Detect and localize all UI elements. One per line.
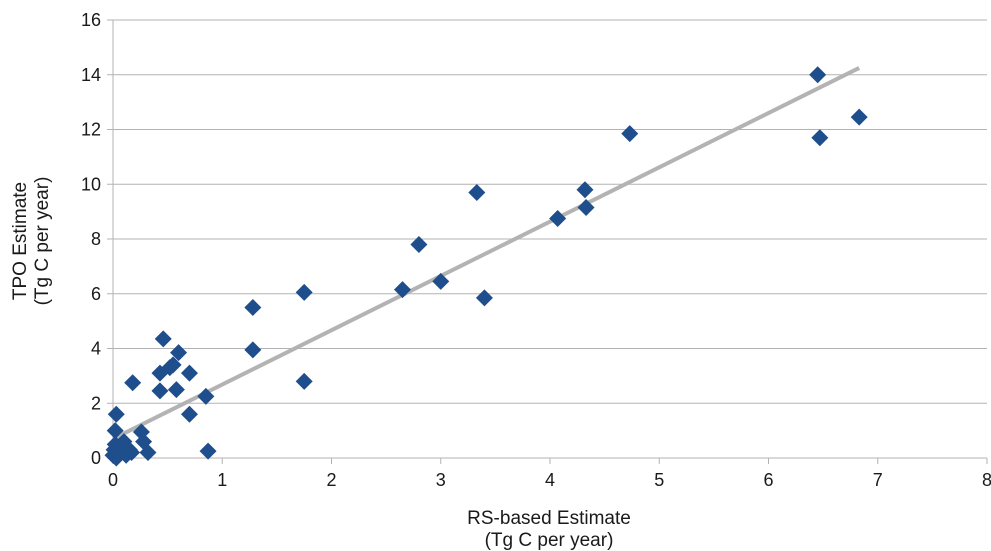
data-point-41 bbox=[621, 125, 639, 143]
data-point-29 bbox=[244, 298, 262, 316]
x-tick-label-8: 8 bbox=[982, 470, 991, 490]
data-point-30 bbox=[244, 341, 262, 359]
data-point-26 bbox=[180, 405, 198, 423]
data-point-33 bbox=[394, 281, 412, 299]
y-tick-label-2: 4 bbox=[91, 339, 101, 359]
data-point-44 bbox=[850, 108, 868, 126]
x-axis-title-line1: RS-based Estimate bbox=[467, 508, 631, 529]
data-points bbox=[104, 66, 868, 467]
y-tick-label-4: 8 bbox=[91, 229, 101, 249]
y-tick-label-5: 10 bbox=[81, 174, 101, 194]
y-tick-label-8: 16 bbox=[81, 10, 101, 30]
x-tick-label-0: 0 bbox=[108, 470, 118, 490]
y-tick-label-1: 2 bbox=[91, 393, 101, 413]
x-tick-label-4: 4 bbox=[545, 470, 555, 490]
y-tick-label-3: 6 bbox=[91, 284, 101, 304]
data-point-39 bbox=[576, 181, 594, 199]
x-axis-title-line2: (Tg C per year) bbox=[485, 530, 614, 551]
gridlines bbox=[113, 19, 987, 459]
data-point-12 bbox=[106, 422, 124, 440]
data-point-16 bbox=[139, 444, 157, 462]
data-point-32 bbox=[295, 372, 313, 390]
y-axis-title-line1: TPO Estimate bbox=[10, 182, 31, 300]
x-tick-label-6: 6 bbox=[763, 470, 773, 490]
data-point-31 bbox=[295, 283, 313, 301]
y-axis-title-line2: (Tg C per year) bbox=[32, 177, 53, 306]
data-point-35 bbox=[432, 272, 450, 290]
trendline bbox=[112, 66, 861, 441]
data-point-27 bbox=[197, 387, 215, 405]
x-tick-label-3: 3 bbox=[436, 470, 446, 490]
data-point-38 bbox=[549, 209, 567, 227]
trendline-layer bbox=[112, 66, 861, 441]
data-point-40 bbox=[577, 199, 595, 217]
data-point-18 bbox=[151, 382, 169, 400]
data-point-7 bbox=[113, 439, 131, 457]
data-point-20 bbox=[154, 330, 172, 348]
data-point-34 bbox=[410, 235, 428, 253]
data-point-13 bbox=[107, 405, 125, 423]
x-tick-label-5: 5 bbox=[654, 470, 664, 490]
x-tick-label-2: 2 bbox=[326, 470, 336, 490]
data-point-25 bbox=[180, 364, 198, 382]
data-point-22 bbox=[164, 356, 182, 374]
data-point-37 bbox=[475, 289, 493, 307]
data-point-24 bbox=[170, 344, 188, 362]
data-point-11 bbox=[123, 444, 141, 462]
data-point-23 bbox=[167, 381, 185, 399]
axis-titles: RS-based Estimate (Tg C per year) TPO Es… bbox=[10, 177, 631, 551]
data-point-43 bbox=[811, 129, 829, 147]
y-tick-label-6: 12 bbox=[81, 120, 101, 140]
data-point-42 bbox=[809, 66, 827, 84]
x-tick-label-7: 7 bbox=[873, 470, 883, 490]
axes bbox=[107, 19, 988, 464]
data-point-28 bbox=[199, 442, 217, 460]
data-point-36 bbox=[468, 183, 486, 201]
y-tick-label-7: 14 bbox=[81, 65, 101, 85]
x-tick-label-1: 1 bbox=[217, 470, 227, 490]
y-tick-label-0: 0 bbox=[91, 448, 101, 468]
data-point-17 bbox=[124, 374, 142, 392]
